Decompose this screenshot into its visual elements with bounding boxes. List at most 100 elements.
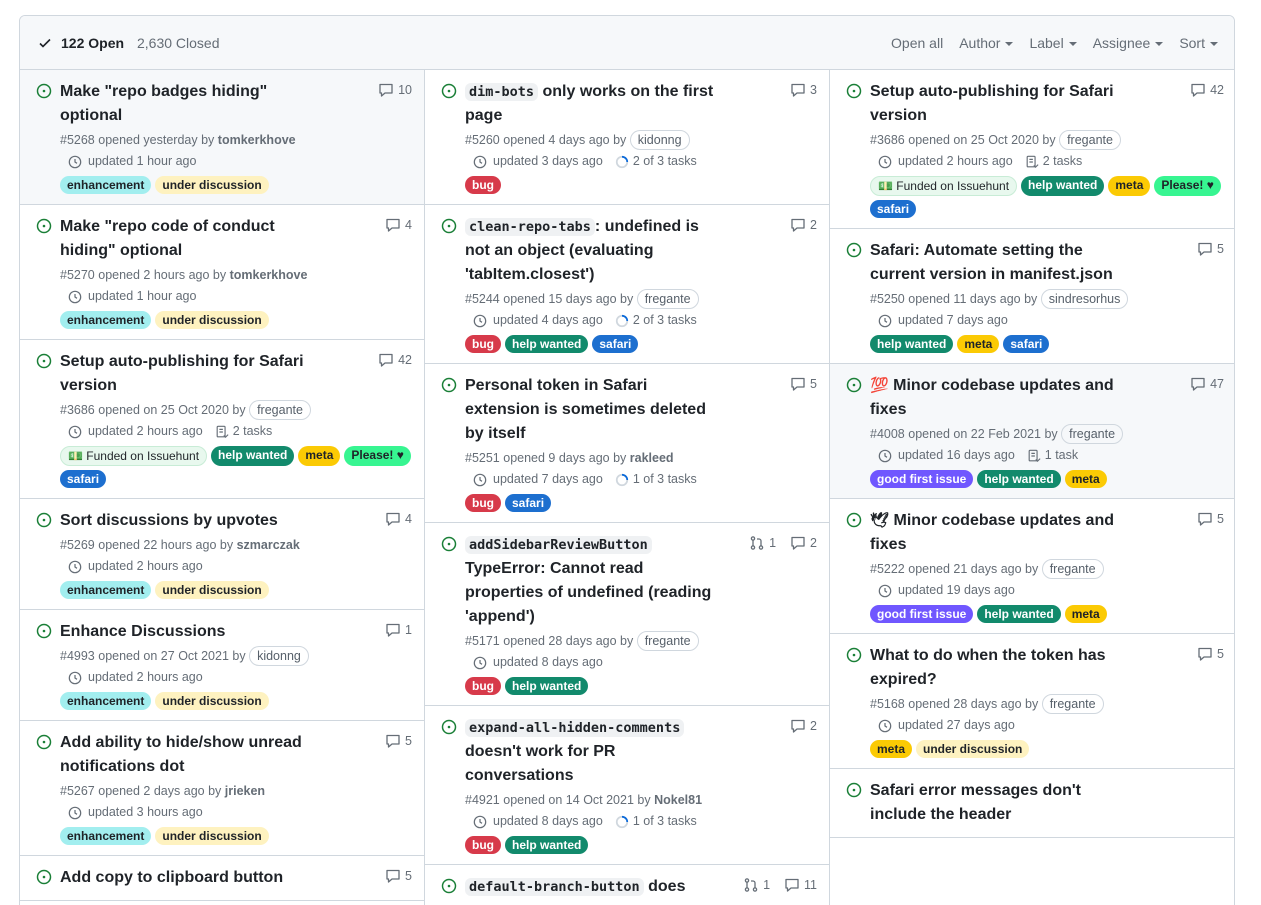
- author-link[interactable]: tomkerkhove: [217, 133, 296, 147]
- issue-title[interactable]: Safari error messages don't include the …: [870, 779, 1120, 827]
- author-link[interactable]: fregante: [249, 400, 311, 420]
- comments-link[interactable]: 47: [1190, 376, 1224, 392]
- label-badge[interactable]: meta: [298, 446, 341, 466]
- label-badge[interactable]: enhancement: [60, 692, 152, 710]
- issue-title[interactable]: Make "repo badges hiding" optional: [60, 80, 310, 128]
- author-link[interactable]: fregante: [1059, 130, 1121, 150]
- author-filter[interactable]: Author: [959, 35, 1014, 51]
- comments-link[interactable]: 5: [790, 376, 817, 392]
- closed-issues-tab[interactable]: 2,630 Closed: [137, 16, 220, 70]
- label-badge[interactable]: Please! ♥: [344, 446, 411, 466]
- issue-title[interactable]: Add copy to clipboard button: [60, 866, 310, 890]
- label-badge[interactable]: good first issue: [870, 470, 974, 488]
- comments-link[interactable]: 11: [784, 877, 817, 893]
- issue-card[interactable]: 5 🕊 Minor codebase updates and fixes #5222…: [830, 499, 1234, 634]
- issue-card[interactable]: 2 expand-all-hidden-comments doesn't work…: [425, 706, 829, 865]
- issue-title[interactable]: clean-repo-tabs: undefined is not an obj…: [465, 215, 715, 287]
- label-badge[interactable]: help wanted: [505, 836, 589, 854]
- label-badge[interactable]: under discussion: [155, 311, 269, 329]
- label-badge[interactable]: help wanted: [977, 470, 1061, 488]
- issue-card[interactable]: 2 clean-repo-tabs: undefined is not an ob…: [425, 205, 829, 364]
- label-badge[interactable]: bug: [465, 677, 501, 695]
- label-badge[interactable]: meta: [1108, 176, 1151, 196]
- issue-title[interactable]: expand-all-hidden-comments doesn't work …: [465, 716, 715, 788]
- issue-card[interactable]: 47 💯 Minor codebase updates and fixes #400…: [830, 364, 1234, 499]
- label-badge[interactable]: enhancement: [60, 827, 152, 845]
- issue-title[interactable]: Make "repo code of conduct hiding" optio…: [60, 215, 310, 263]
- issue-title[interactable]: 🕊 Minor codebase updates and fixes: [870, 509, 1120, 557]
- linked-prs[interactable]: 1: [749, 535, 776, 551]
- label-badge[interactable]: good first issue: [870, 605, 974, 623]
- author-link[interactable]: kidonng: [249, 646, 309, 666]
- label-badge[interactable]: safari: [60, 470, 107, 488]
- comments-link[interactable]: 5: [1197, 646, 1224, 662]
- label-badge[interactable]: bug: [465, 494, 501, 512]
- author-link[interactable]: szmarczak: [236, 538, 300, 552]
- label-badge[interactable]: Please! ♥: [1154, 176, 1221, 196]
- label-badge[interactable]: meta: [1064, 605, 1107, 623]
- comments-link[interactable]: 3: [790, 82, 817, 98]
- issue-card[interactable]: 42 Setup auto-publishing for Safari versi…: [830, 70, 1234, 229]
- label-badge[interactable]: meta: [870, 740, 913, 758]
- label-badge[interactable]: help wanted: [505, 677, 589, 695]
- label-badge[interactable]: bug: [465, 176, 501, 194]
- issue-card[interactable]: 42 Setup auto-publishing for Safari versi…: [20, 340, 424, 499]
- label-badge[interactable]: help wanted: [211, 446, 295, 466]
- open-issues-tab[interactable]: 122 Open: [37, 16, 124, 70]
- label-badge[interactable]: 💵 Funded on Issuehunt: [870, 176, 1018, 196]
- comments-link[interactable]: 5: [385, 868, 412, 884]
- issue-card[interactable]: 10 Make "repo badges hiding" optional #526…: [20, 70, 424, 205]
- open-all-button[interactable]: Open all: [891, 35, 943, 51]
- comments-link[interactable]: 4: [385, 217, 412, 233]
- label-badge[interactable]: safari: [870, 200, 917, 218]
- author-link[interactable]: rakleed: [629, 451, 674, 465]
- author-link[interactable]: kidonng: [629, 130, 690, 150]
- comments-link[interactable]: 42: [378, 352, 412, 368]
- sort-filter[interactable]: Sort: [1179, 35, 1218, 51]
- assignee-filter[interactable]: Assignee: [1093, 35, 1164, 51]
- comments-link[interactable]: 2: [790, 217, 817, 233]
- author-link[interactable]: sindresorhus: [1040, 289, 1129, 309]
- issue-card[interactable]: 5 Add ability to hide/show unread notific…: [20, 721, 424, 856]
- issue-title[interactable]: Safari: Automate setting the current ver…: [870, 239, 1120, 287]
- issue-title[interactable]: default-branch-button does: [465, 875, 715, 899]
- label-badge[interactable]: under discussion: [155, 692, 269, 710]
- author-link[interactable]: fregante: [636, 289, 699, 309]
- issue-card[interactable]: Safari error messages don't include the …: [830, 769, 1234, 838]
- issue-title[interactable]: Personal token in Safari extension is so…: [465, 374, 715, 446]
- comments-link[interactable]: 10: [378, 82, 412, 98]
- label-badge[interactable]: 💵 Funded on Issuehunt: [60, 446, 208, 466]
- issue-card[interactable]: 1 Enhance Discussions #4993 opened on 27 O…: [20, 610, 424, 721]
- issue-card[interactable]: 5 Add copy to clipboard button: [20, 856, 424, 901]
- author-link[interactable]: fregante: [1041, 559, 1104, 579]
- issue-card[interactable]: 4 Make "repo code of conduct hiding" opti…: [20, 205, 424, 340]
- label-badge[interactable]: bug: [465, 335, 501, 353]
- comments-link[interactable]: 5: [1197, 511, 1224, 527]
- issue-title[interactable]: What to do when the token has expired?: [870, 644, 1120, 692]
- issue-card[interactable]: 5 Personal token in Safari extension is s…: [425, 364, 829, 523]
- comments-link[interactable]: 5: [385, 733, 412, 749]
- label-badge[interactable]: enhancement: [60, 311, 152, 329]
- issue-title[interactable]: addSidebarReviewButton TypeError: Cannot…: [465, 533, 715, 629]
- issue-title[interactable]: 💯 Minor codebase updates and fixes: [870, 374, 1120, 422]
- label-badge[interactable]: meta: [1064, 470, 1107, 488]
- label-badge[interactable]: safari: [592, 335, 639, 353]
- issue-card[interactable]: 5 What to do when the token has expired? #…: [830, 634, 1234, 769]
- label-badge[interactable]: help wanted: [1021, 176, 1105, 196]
- label-badge[interactable]: under discussion: [155, 827, 269, 845]
- issue-title[interactable]: Setup auto-publishing for Safari version: [60, 350, 310, 398]
- label-badge[interactable]: meta: [957, 335, 1000, 353]
- label-badge[interactable]: safari: [1003, 335, 1050, 353]
- issue-title[interactable]: Sort discussions by upvotes: [60, 509, 310, 533]
- comments-link[interactable]: 4: [385, 511, 412, 527]
- linked-prs[interactable]: 1: [743, 877, 770, 893]
- issue-card[interactable]: 4 Sort discussions by upvotes #5269 opened…: [20, 499, 424, 610]
- label-badge[interactable]: bug: [465, 836, 501, 854]
- label-badge[interactable]: under discussion: [916, 740, 1030, 758]
- comments-link[interactable]: 1: [385, 622, 412, 638]
- author-link[interactable]: Nokel81: [654, 793, 703, 807]
- author-link[interactable]: fregante: [636, 631, 699, 651]
- issue-title[interactable]: dim-bots only works on the first page: [465, 80, 715, 128]
- issue-card[interactable]: 1 2 addSidebarReviewButton TypeError: Cann…: [425, 523, 829, 706]
- author-link[interactable]: fregante: [1061, 424, 1124, 444]
